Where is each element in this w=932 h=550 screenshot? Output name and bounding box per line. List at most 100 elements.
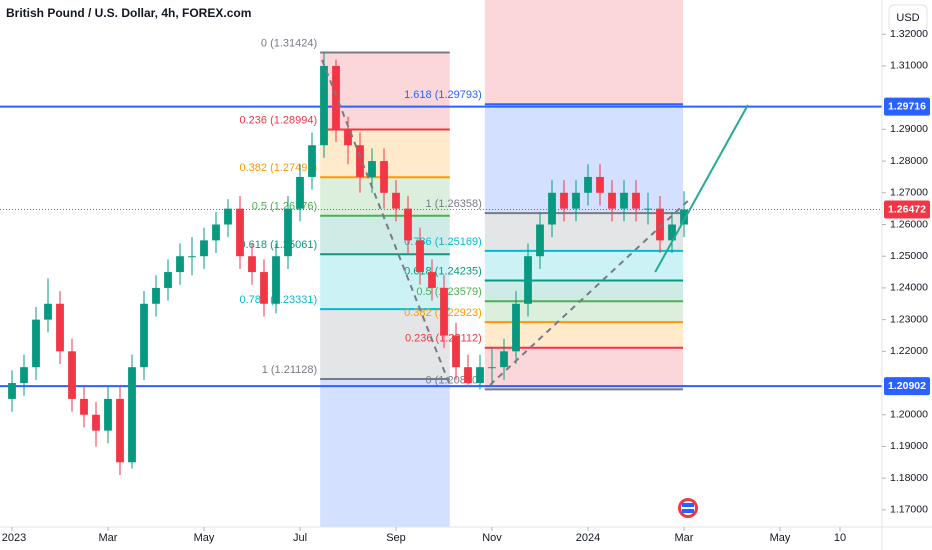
candle-body — [572, 192, 580, 209]
candle-body — [548, 192, 556, 225]
fib-label: 0 (1.20800) — [426, 374, 482, 386]
candle-body — [512, 303, 520, 352]
fib-label: 0.236 (1.28994) — [239, 114, 317, 126]
price-badge — [884, 97, 930, 116]
candle-body — [128, 367, 136, 463]
y-tick-label: 1.25000 — [890, 250, 928, 262]
flag-icon — [678, 498, 698, 518]
candle-body — [380, 161, 388, 193]
candle-body — [164, 272, 172, 288]
y-tick-label: 1.23000 — [890, 313, 928, 325]
candle-body — [356, 145, 364, 177]
fib-label: 1 (1.26358) — [426, 198, 482, 210]
candle-body — [188, 256, 196, 258]
candle-body — [368, 161, 376, 177]
candle-body — [20, 367, 28, 384]
title-background — [0, 4, 196, 24]
fib-band — [484, 250, 684, 281]
candle-body — [404, 208, 412, 241]
trend-line — [654, 104, 749, 273]
candle-body — [668, 224, 676, 241]
x-tick-label: May — [770, 532, 791, 544]
price-badge — [884, 377, 930, 396]
y-tick-label: 1.29000 — [890, 123, 928, 135]
price-badge — [884, 200, 930, 219]
candle-body — [140, 303, 148, 368]
candle-body — [656, 208, 664, 241]
y-tick-label: 1.32000 — [890, 28, 928, 40]
fib-label: 1 (1.21128) — [262, 364, 317, 376]
trend-line — [489, 199, 690, 386]
candle-body — [488, 367, 496, 369]
x-tick-label: May — [194, 532, 215, 544]
candle-body — [56, 303, 64, 352]
x-tick-label: 10 — [834, 532, 846, 544]
chart-title: British Pound / U.S. Dollar, 4h, FOREX.c… — [6, 6, 251, 20]
candle-body — [392, 192, 400, 209]
price-axis — [882, 0, 932, 550]
y-tick-label: 1.26000 — [890, 218, 928, 230]
fib-extension — [484, 0, 684, 105]
candle-body — [272, 256, 280, 304]
candle-body — [680, 209, 688, 225]
y-tick-label: 1.22000 — [890, 345, 928, 357]
candle-body — [32, 319, 40, 368]
fib-label: 0.618 (1.24235) — [404, 265, 482, 277]
y-tick-label: 1.18000 — [890, 472, 928, 484]
candle-body — [596, 176, 604, 193]
candle-body — [44, 303, 52, 320]
currency-label: USD — [896, 12, 919, 24]
candle-body — [608, 192, 616, 209]
candle-body — [236, 208, 244, 257]
candle-body — [260, 272, 268, 304]
candle-body — [416, 240, 424, 273]
candle-body — [176, 256, 184, 273]
fib-label: 0.786 (1.25169) — [404, 236, 482, 248]
fib-label: 0.382 (1.27491) — [239, 162, 317, 174]
fib-band — [484, 347, 684, 390]
candle-body — [476, 367, 484, 384]
candle-body — [428, 272, 436, 288]
candle-body — [92, 414, 100, 431]
y-tick-label: 1.31000 — [890, 60, 928, 72]
x-tick-label: 2023 — [2, 532, 26, 544]
candle-body — [560, 192, 568, 209]
candle-body — [584, 176, 592, 193]
candle-body — [524, 256, 532, 304]
candle-body — [344, 129, 352, 146]
fib-band — [320, 309, 450, 379]
candle-body — [500, 351, 508, 368]
x-tick-label: Mar — [99, 532, 118, 544]
candle-body — [320, 65, 328, 146]
candle-body — [284, 208, 292, 257]
candle-body — [212, 224, 220, 241]
candle-body — [620, 192, 628, 209]
fib-band — [484, 104, 684, 214]
fib-band — [320, 52, 450, 130]
candle-body — [248, 256, 256, 273]
x-tick-label: Nov — [482, 532, 502, 544]
fib-extension — [320, 378, 450, 527]
candle-body — [104, 398, 112, 431]
x-tick-label: Sep — [386, 532, 406, 544]
candle-body — [200, 240, 208, 257]
candle-body — [68, 351, 76, 399]
x-tick-label: Mar — [675, 532, 694, 544]
candle-body — [464, 367, 472, 384]
price-badge-label: 1.26472 — [888, 203, 926, 215]
fib-band — [484, 213, 684, 251]
fib-label: 0.236 (1.22112) — [405, 333, 482, 345]
y-tick-label: 1.19000 — [890, 440, 928, 452]
currency-button[interactable] — [888, 4, 928, 32]
fib-band — [320, 215, 450, 255]
candle-body — [440, 287, 448, 336]
candle-body — [452, 335, 460, 368]
x-tick-label: 2024 — [576, 532, 600, 544]
candle-body — [296, 176, 304, 209]
fib-band — [484, 301, 684, 323]
fib-label: 0.5 (1.23579) — [416, 286, 481, 298]
trend-line — [321, 59, 451, 386]
candle-body — [644, 208, 652, 210]
y-tick-label: 1.24000 — [890, 282, 928, 294]
